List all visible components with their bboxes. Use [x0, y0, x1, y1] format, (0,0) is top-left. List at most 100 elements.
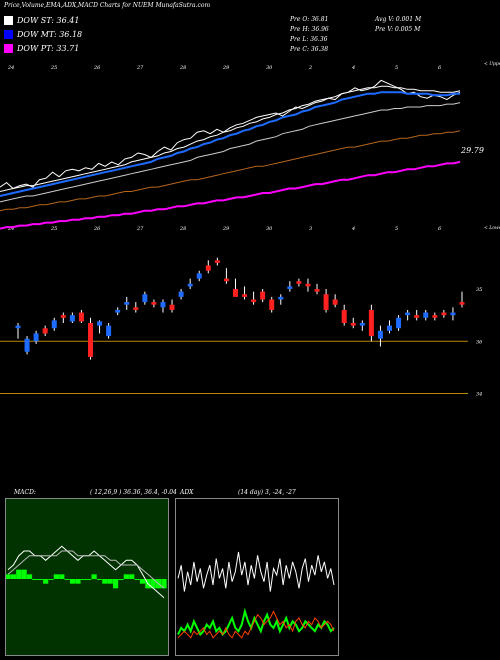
stat-pre-open: Pre O: 36.81: [290, 16, 329, 23]
candle-body: [124, 302, 130, 305]
candle-body: [160, 302, 166, 308]
candle-body: [178, 291, 184, 297]
candle-body: [51, 320, 57, 329]
top-date-label: 5: [395, 65, 398, 71]
candle-body: [432, 315, 438, 318]
candle-body: [42, 328, 48, 334]
candle-body: [214, 260, 220, 263]
legend-label-dow-pt: DOW PT: 33.71: [17, 44, 80, 53]
macd-histogram-bar: [123, 574, 129, 579]
legend-dow-mt: DOW MT: 36.18: [4, 30, 82, 39]
adx-line: [177, 551, 335, 592]
macd-histogram-bar: [86, 579, 92, 580]
candle-body: [423, 312, 429, 318]
bottom-date-label: 25: [50, 226, 57, 232]
macd-line: [7, 550, 165, 589]
candle-body: [196, 273, 202, 279]
macd-histogram-bar: [129, 574, 135, 579]
legend-swatch-magenta: [4, 44, 13, 53]
candle-body: [151, 302, 157, 305]
macd-histogram-bar: [134, 579, 140, 580]
adx-line: [177, 610, 335, 639]
macd-histogram-bar: [107, 579, 113, 584]
top-date-label: 2: [308, 65, 312, 71]
candle-body: [24, 338, 30, 352]
bottom-date-label: 3: [309, 226, 312, 232]
macd-histogram-bar: [150, 579, 156, 589]
bottom-date-label: 30: [266, 226, 273, 232]
candle-body: [441, 312, 447, 316]
ema-line: [0, 91, 460, 197]
candle-body: [115, 309, 121, 313]
top-date-label: 27: [136, 65, 144, 71]
top-date-label: 24: [7, 65, 14, 71]
top-date-label: 6: [438, 65, 442, 71]
price-chart: 35 36 34: [0, 257, 483, 398]
macd-label: MACD:: [14, 489, 36, 496]
legend-dow-st: DOW ST: 36.41: [4, 16, 79, 25]
top-date-label: 25: [50, 65, 57, 71]
macd-histogram-bar: [43, 579, 49, 584]
stat-avg-volume: Avg V: 0.001 M: [375, 16, 422, 23]
macd-histogram-bar: [16, 569, 22, 579]
price-tick-label: 36: [476, 339, 483, 345]
macd-histogram-bar: [69, 579, 76, 584]
candle-body: [15, 325, 21, 329]
bottom-date-label: 6: [438, 226, 442, 232]
adx-label: ADX: [180, 489, 194, 496]
candle-body: [232, 289, 238, 297]
lower-label: < Lower: [484, 225, 500, 231]
candle-body: [332, 299, 338, 305]
macd-histogram-bar: [161, 579, 167, 589]
bottom-date-label: 5: [395, 226, 398, 232]
stat-pre-low: Pre L: 36.36: [290, 36, 328, 43]
candle-body: [242, 294, 248, 297]
macd-histogram-bar: [6, 574, 11, 579]
macd-histogram-bar: [112, 579, 119, 589]
macd-histogram-bar: [96, 579, 103, 580]
ema-line: [0, 85, 461, 192]
candle-body: [187, 283, 193, 287]
macd-histogram-bar: [21, 569, 27, 579]
candle-body: [142, 294, 148, 303]
macd-histogram-bar: [75, 579, 81, 584]
macd-histogram-bar: [80, 579, 86, 580]
candle-body: [314, 289, 320, 292]
candle-body: [251, 299, 257, 303]
price-tick-label: 34: [476, 392, 482, 398]
top-date-label: 26: [93, 65, 101, 71]
top-date-label: 28: [179, 65, 186, 71]
legend-swatch-blue: [4, 30, 13, 39]
candle-body: [341, 309, 347, 323]
stat-pre-volume: Pre V: 0.005 M: [375, 26, 421, 33]
candle-body: [323, 294, 329, 310]
macd-chart: [5, 498, 169, 656]
price-tick-label: 35: [476, 287, 482, 293]
bottom-date-label: 28: [179, 226, 186, 232]
candle-body: [269, 299, 275, 310]
candle-body: [205, 265, 211, 271]
macd-histogram-bar: [53, 574, 60, 579]
macd-histogram-bar: [91, 574, 97, 579]
macd-histogram-bar: [48, 579, 54, 580]
candle-body: [405, 312, 411, 316]
bottom-date-label: 29: [222, 226, 230, 232]
ema-line: [0, 160, 461, 230]
macd-histogram-bar: [102, 579, 108, 584]
candle-body: [305, 283, 311, 287]
macd-histogram-bar: [26, 574, 33, 579]
bottom-date-label: 26: [93, 226, 101, 232]
candle-body: [87, 323, 93, 357]
candle-body: [60, 315, 66, 318]
last-price-label: 29.79: [460, 146, 484, 155]
ema-line: [0, 79, 461, 190]
candle-body: [33, 333, 39, 342]
candle-body: [450, 312, 456, 316]
candle-body: [278, 296, 284, 300]
adx-params: (14 day) 3, -24, -27: [238, 489, 296, 496]
legend-swatch-white: [4, 16, 13, 25]
macd-params: ( 12,26,9 ) 36.36, 36.4, -0.04: [90, 489, 177, 496]
macd-histogram-bar: [64, 579, 70, 580]
candle-body: [296, 281, 302, 284]
candle-body: [459, 302, 465, 305]
